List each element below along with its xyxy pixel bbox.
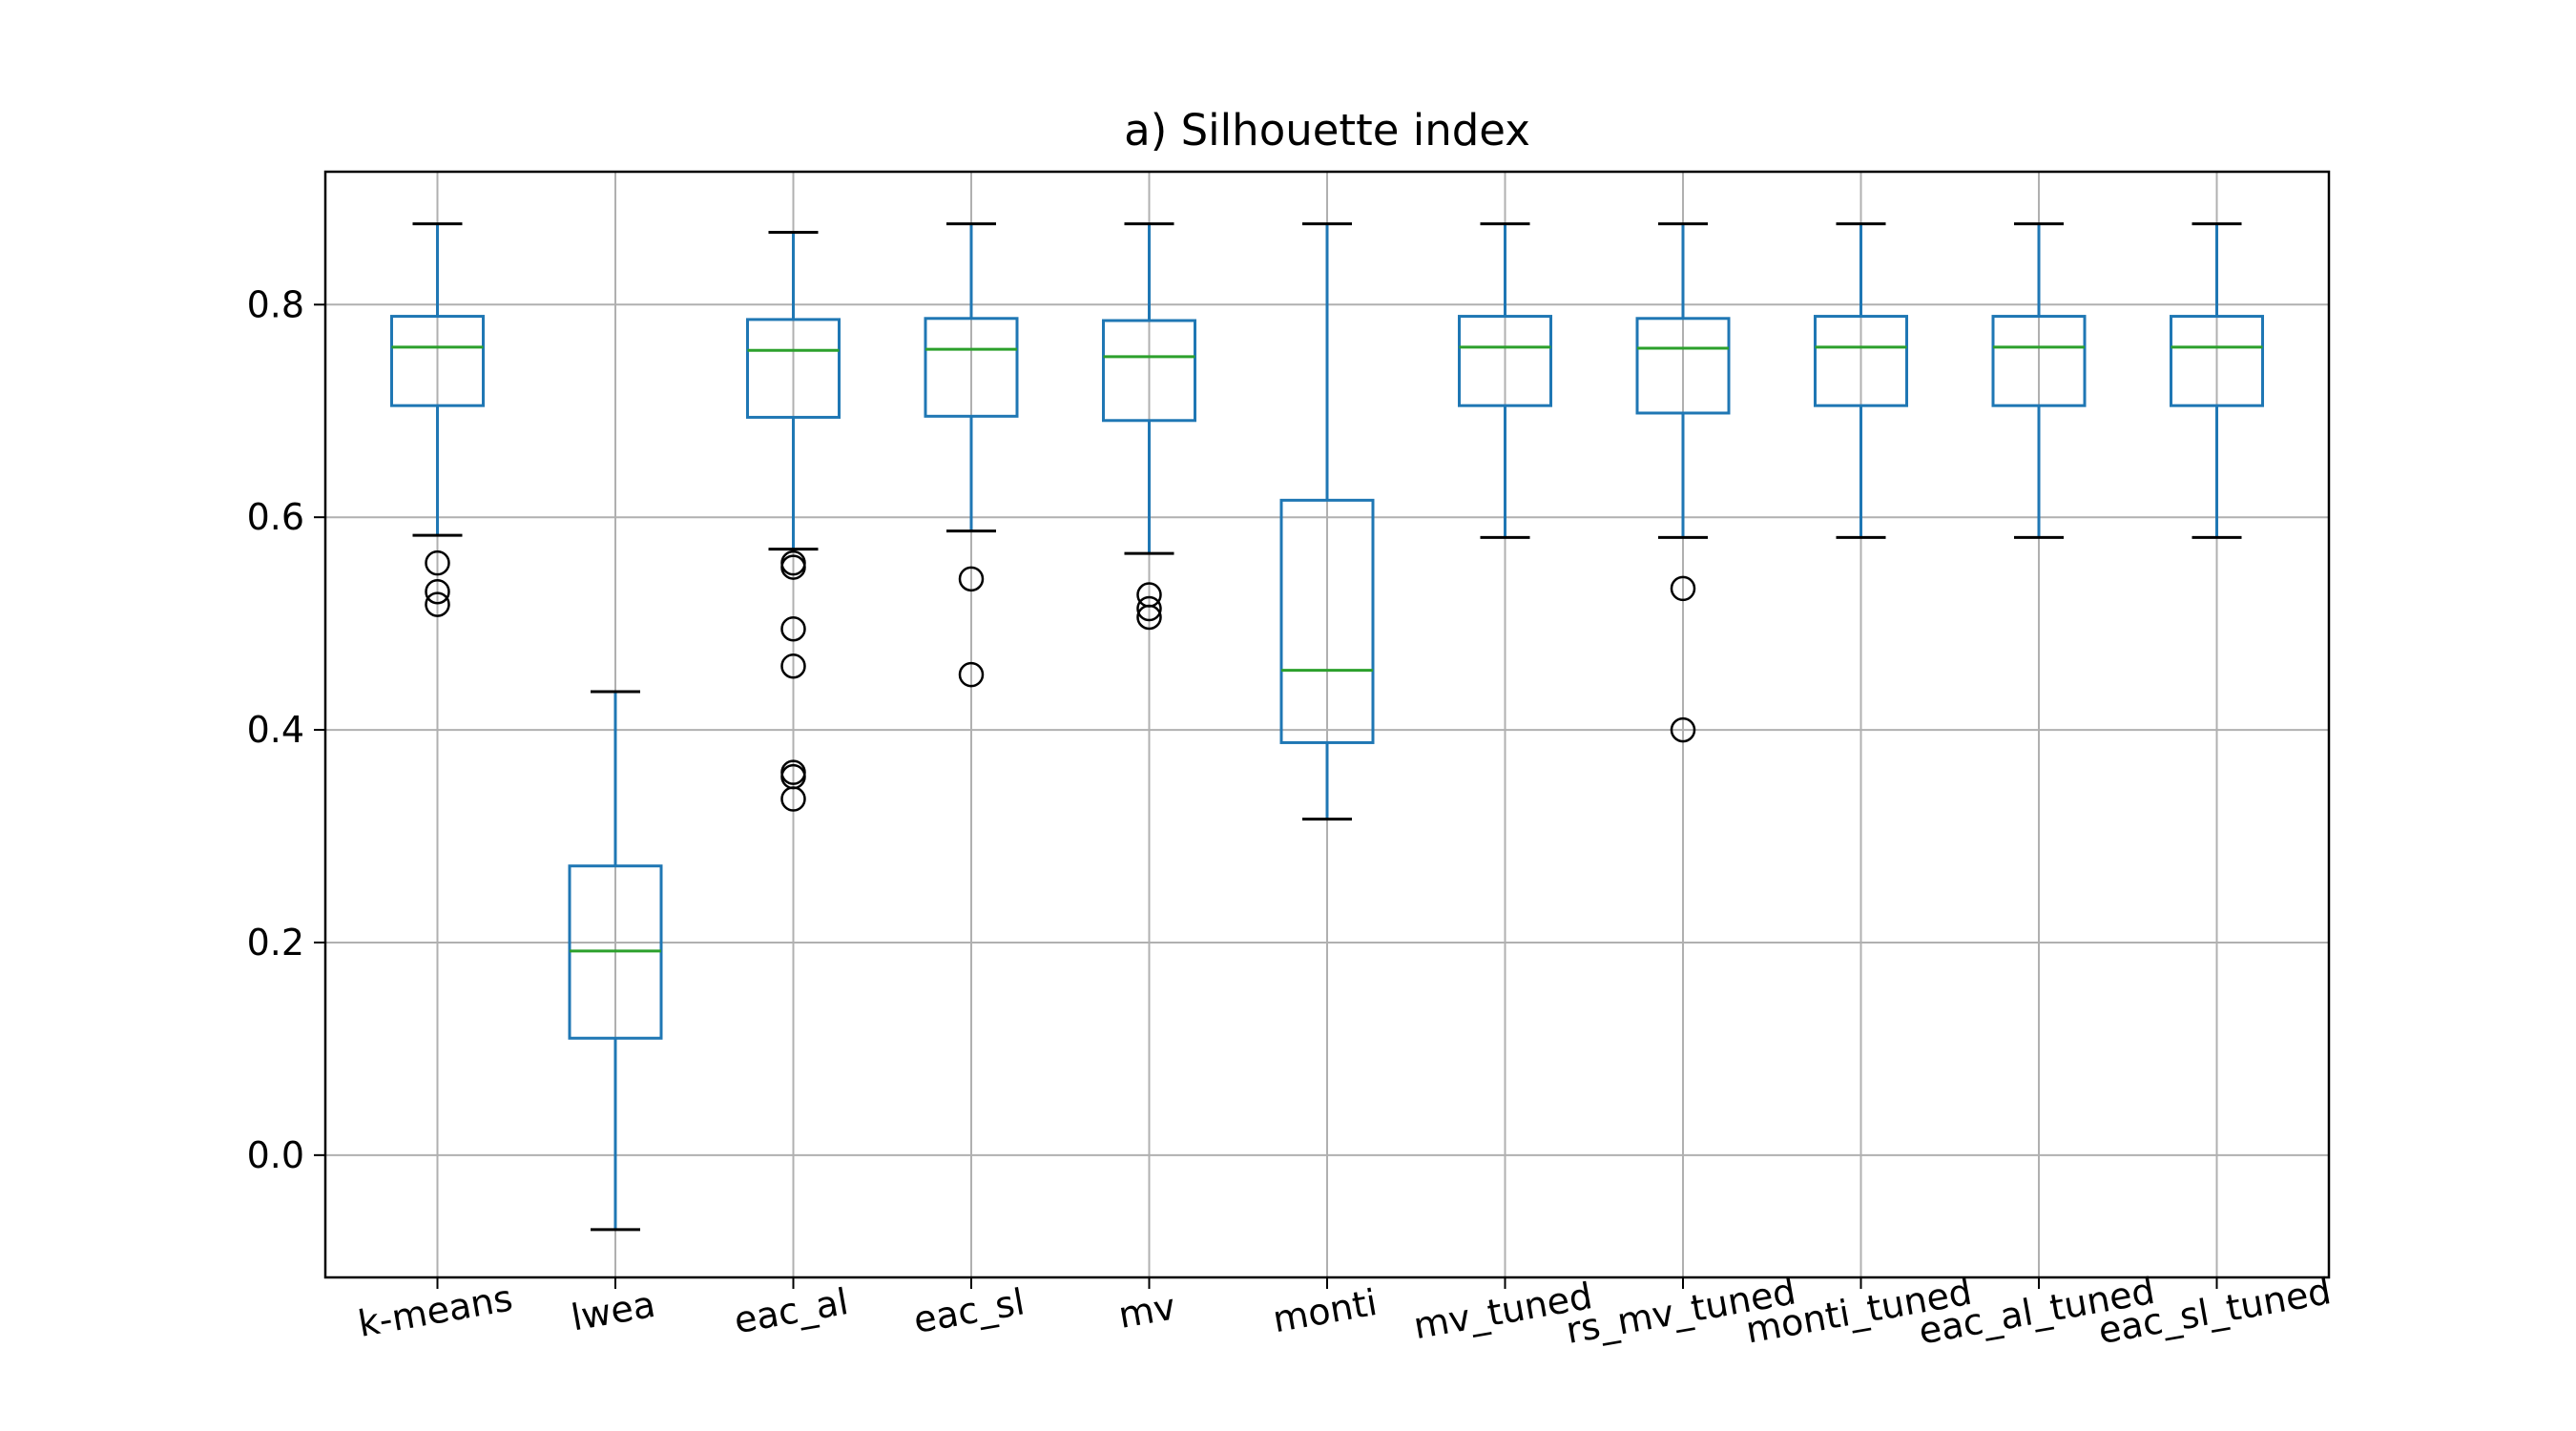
iqr-box <box>1101 319 1196 423</box>
y-tick-label: 0.0 <box>247 1134 304 1176</box>
iqr-box <box>1279 498 1375 744</box>
outlier-point <box>1136 604 1162 631</box>
outlier-point <box>425 550 450 576</box>
iqr-box <box>1458 315 1553 407</box>
outlier-point <box>425 578 450 605</box>
x-tick-label: mv <box>1115 1285 1178 1337</box>
iqr-box <box>2170 315 2265 407</box>
y-tick-label: 0.6 <box>247 496 304 538</box>
y-tick-label: 0.8 <box>247 283 304 325</box>
plot-frame <box>323 170 2331 1279</box>
outlier-point <box>780 554 806 580</box>
iqr-box <box>389 315 485 407</box>
outlier-point <box>1136 595 1162 622</box>
outlier-point <box>780 786 806 812</box>
outlier-point <box>780 653 806 679</box>
outlier-point <box>425 591 450 617</box>
box-mv <box>1101 222 1196 631</box>
box-lwea <box>568 690 663 1232</box>
box-k-means <box>389 222 485 617</box>
iqr-box <box>924 317 1019 418</box>
box-mv_tuned <box>1458 222 1553 539</box>
box-monti <box>1279 222 1375 821</box>
outlier-point <box>1670 575 1696 602</box>
outlier-point <box>958 566 985 592</box>
box-rs_mv_tuned <box>1635 222 1731 743</box>
y-tick-label: 0.4 <box>247 709 304 751</box>
box-monti_tuned <box>1814 222 1909 539</box>
box-eac_al <box>745 231 841 812</box>
outlier-point <box>780 615 806 642</box>
box-eac_sl_tuned <box>2170 222 2265 539</box>
box-layer <box>389 222 2265 1232</box>
outlier-point <box>1670 716 1696 743</box>
box-eac_sl <box>924 222 1019 688</box>
chart-title: a) Silhouette index <box>1124 105 1530 156</box>
iqr-box <box>1814 315 1909 407</box>
iqr-box <box>1991 315 2087 407</box>
box-eac_al_tuned <box>1991 222 2087 539</box>
iqr-box <box>745 318 841 419</box>
y-tick-label: 0.2 <box>247 922 304 964</box>
iqr-box <box>1635 317 1731 415</box>
outlier-point <box>958 661 985 688</box>
